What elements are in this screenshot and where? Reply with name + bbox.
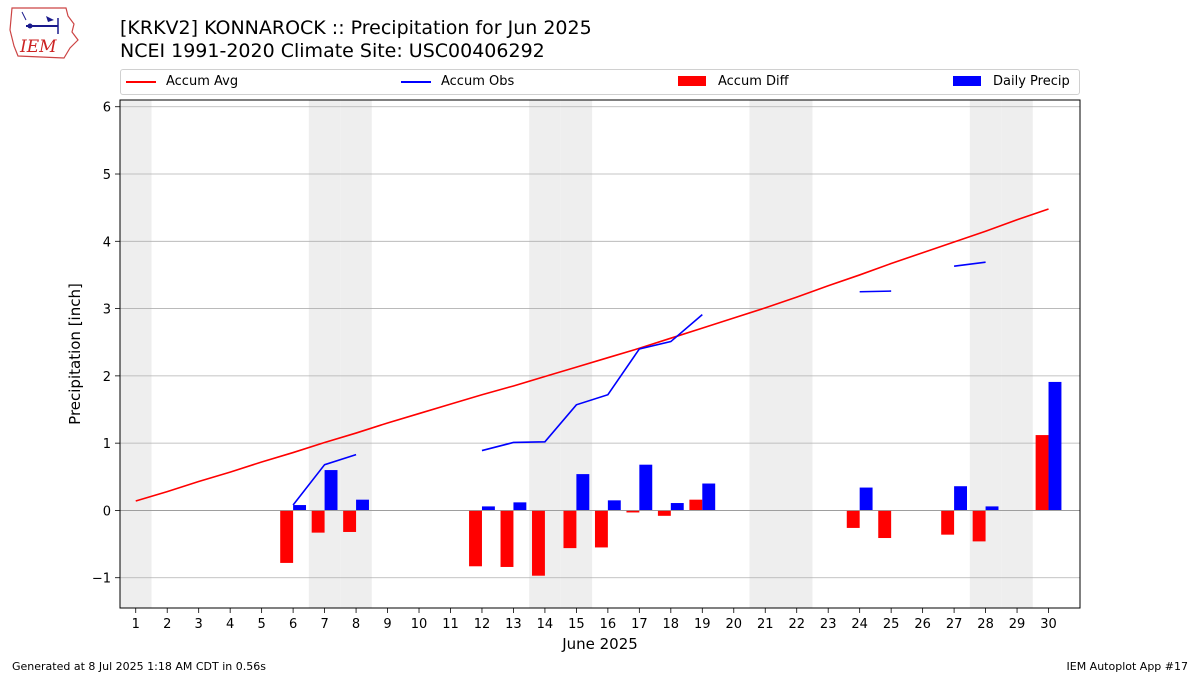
xtick-label-2: 2 (163, 617, 171, 632)
ytick-label-4: 3 (103, 303, 111, 318)
xtick-label-13: 13 (505, 617, 522, 632)
xtick-label-11: 11 (442, 617, 459, 632)
daily-precip-bar-day-6 (293, 505, 307, 511)
daily-precip-bar-day-27 (954, 486, 968, 511)
legend-label-accum-diff: Accum Diff (718, 74, 789, 89)
xtick-label-28: 28 (977, 617, 994, 632)
daily-precip-bar-day-18 (670, 503, 684, 511)
accum-diff-bar-day-8 (343, 510, 357, 532)
daily-precip-bar-day-16 (607, 500, 621, 511)
accum-diff-bar-day-24 (846, 510, 860, 528)
xtick-label-22: 22 (788, 617, 805, 632)
accum-diff-bar-day-19 (689, 499, 703, 511)
accum-diff-bar-day-30 (1035, 435, 1049, 511)
legend-label-accum-obs: Accum Obs (441, 74, 515, 89)
accum-obs-line-segment-2 (859, 290, 892, 293)
accum-diff-bar-day-16 (594, 510, 608, 548)
y-axis-label: Precipitation [inch] (66, 283, 84, 425)
accum-diff-bar-day-13 (500, 510, 514, 567)
accum-diff-bar-day-25 (878, 510, 892, 539)
ytick-label-7: 6 (103, 101, 111, 116)
legend-swatch-daily-precip (953, 76, 981, 86)
xtick-label-10: 10 (411, 617, 428, 632)
xtick-label-27: 27 (946, 617, 963, 632)
xtick-label-23: 23 (820, 617, 837, 632)
daily-precip-bar-day-19 (702, 483, 716, 511)
xtick-label-17: 17 (631, 617, 648, 632)
ytick-label-0: −1 (92, 572, 111, 587)
xtick-label-26: 26 (914, 617, 931, 632)
footer-generated: Generated at 8 Jul 2025 1:18 AM CDT in 0… (12, 660, 266, 673)
daily-precip-bar-day-24 (859, 487, 873, 511)
xtick-label-3: 3 (195, 617, 203, 632)
ytick-label-5: 4 (103, 235, 111, 250)
xtick-label-20: 20 (725, 617, 742, 632)
chart-title: [KRKV2] KONNAROCK :: Precipitation for J… (120, 17, 592, 39)
legend-label-accum-avg: Accum Avg (166, 74, 239, 89)
chart-legend: Accum Avg Accum Obs Accum Diff Daily Pre… (120, 69, 1080, 95)
xtick-label-24: 24 (851, 617, 868, 632)
xtick-label-19: 19 (694, 617, 711, 632)
accum-diff-bar-day-17 (626, 510, 640, 513)
logo-text: IEM (19, 37, 57, 57)
legend-label-daily-precip: Daily Precip (993, 74, 1070, 89)
accum-diff-bar-day-15 (563, 510, 577, 549)
xtick-label-9: 9 (383, 617, 391, 632)
legend-swatch-accum-obs (401, 81, 431, 83)
xtick-label-21: 21 (757, 617, 774, 632)
weekend-shade-day-1 (120, 100, 152, 608)
daily-precip-bar-day-7 (324, 470, 338, 511)
accum-obs-line-segment-1 (481, 314, 703, 452)
accum-obs-line-segment-0 (292, 453, 357, 506)
xtick-label-6: 6 (289, 617, 297, 632)
xtick-label-30: 30 (1040, 617, 1057, 632)
daily-precip-bar-day-13 (513, 502, 527, 511)
x-axis-label: June 2025 (561, 635, 638, 653)
xtick-label-18: 18 (663, 617, 680, 632)
iem-logo: IEM (9, 7, 79, 59)
accum-diff-bar-day-6 (280, 510, 294, 563)
footer-app: IEM Autoplot App #17 (1066, 660, 1189, 673)
xtick-label-29: 29 (1009, 617, 1026, 632)
xtick-label-7: 7 (320, 617, 328, 632)
xtick-label-16: 16 (600, 617, 617, 632)
ytick-label-1: 0 (103, 504, 111, 519)
ytick-label-3: 2 (103, 370, 111, 385)
accum-diff-bar-day-27 (941, 510, 955, 535)
accum-diff-bar-day-12 (469, 510, 482, 567)
daily-precip-bar-day-28 (985, 506, 999, 511)
weekend-shade-day-21 (749, 100, 781, 608)
accum-avg-line-segment-0 (135, 208, 1049, 502)
daily-precip-bar-day-15 (576, 474, 590, 511)
xtick-label-1: 1 (132, 617, 140, 632)
legend-swatch-accum-avg (126, 81, 156, 83)
ytick-label-6: 5 (103, 168, 111, 183)
accum-diff-bar-day-7 (311, 510, 325, 533)
xtick-label-4: 4 (226, 617, 234, 632)
chart-subtitle: NCEI 1991-2020 Climate Site: USC00406292 (120, 40, 545, 62)
daily-precip-bar-day-30 (1048, 381, 1062, 511)
xtick-label-5: 5 (257, 617, 265, 632)
accum-diff-bar-day-18 (657, 510, 671, 516)
xtick-label-15: 15 (568, 617, 585, 632)
xtick-label-25: 25 (883, 617, 900, 632)
ytick-label-2: 1 (103, 437, 111, 452)
daily-precip-bar-day-8 (356, 499, 369, 511)
daily-precip-bar-day-17 (639, 464, 653, 511)
plot-frame (119, 99, 1081, 609)
accum-obs-line-segment-3 (953, 261, 986, 267)
xtick-label-8: 8 (352, 617, 360, 632)
daily-precip-bar-day-12 (481, 506, 495, 511)
accum-diff-bar-day-14 (532, 510, 545, 576)
xtick-label-12: 12 (474, 617, 491, 632)
legend-swatch-accum-diff (678, 76, 706, 86)
weekend-shade-day-29 (1001, 100, 1033, 608)
weekend-shade-day-22 (780, 100, 813, 608)
xtick-label-14: 14 (537, 617, 554, 632)
accum-diff-bar-day-28 (972, 510, 986, 542)
